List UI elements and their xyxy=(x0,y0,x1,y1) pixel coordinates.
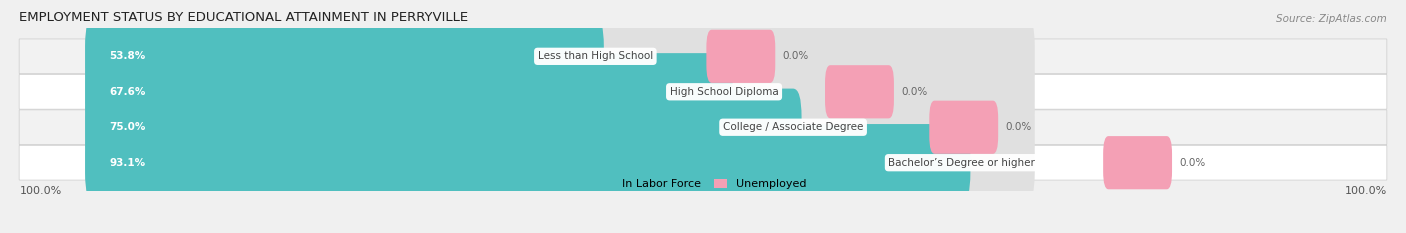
Text: Source: ZipAtlas.com: Source: ZipAtlas.com xyxy=(1275,14,1386,24)
Text: 100.0%: 100.0% xyxy=(20,186,62,196)
Text: 100.0%: 100.0% xyxy=(1344,186,1386,196)
FancyBboxPatch shape xyxy=(20,145,1386,180)
FancyBboxPatch shape xyxy=(825,65,894,118)
Text: 75.0%: 75.0% xyxy=(110,122,146,132)
FancyBboxPatch shape xyxy=(86,89,801,166)
Text: EMPLOYMENT STATUS BY EDUCATIONAL ATTAINMENT IN PERRYVILLE: EMPLOYMENT STATUS BY EDUCATIONAL ATTAINM… xyxy=(20,11,468,24)
FancyBboxPatch shape xyxy=(86,53,1035,130)
FancyBboxPatch shape xyxy=(86,53,733,130)
Text: 0.0%: 0.0% xyxy=(1005,122,1032,132)
FancyBboxPatch shape xyxy=(86,18,603,95)
FancyBboxPatch shape xyxy=(706,30,775,83)
FancyBboxPatch shape xyxy=(1104,136,1173,189)
FancyBboxPatch shape xyxy=(86,89,1035,166)
FancyBboxPatch shape xyxy=(20,39,1386,74)
Text: 67.6%: 67.6% xyxy=(110,87,146,97)
Text: 0.0%: 0.0% xyxy=(901,87,928,97)
Text: 0.0%: 0.0% xyxy=(783,51,808,61)
Text: College / Associate Degree: College / Associate Degree xyxy=(723,122,863,132)
Text: 0.0%: 0.0% xyxy=(1180,158,1206,168)
Text: 53.8%: 53.8% xyxy=(110,51,146,61)
Legend: In Labor Force, Unemployed: In Labor Force, Unemployed xyxy=(595,174,811,194)
FancyBboxPatch shape xyxy=(86,124,1035,201)
FancyBboxPatch shape xyxy=(86,18,1035,95)
Text: 93.1%: 93.1% xyxy=(110,158,146,168)
FancyBboxPatch shape xyxy=(86,124,970,201)
Text: Less than High School: Less than High School xyxy=(537,51,652,61)
FancyBboxPatch shape xyxy=(929,101,998,154)
FancyBboxPatch shape xyxy=(20,110,1386,145)
FancyBboxPatch shape xyxy=(20,74,1386,109)
Text: High School Diploma: High School Diploma xyxy=(669,87,779,97)
Text: Bachelor’s Degree or higher: Bachelor’s Degree or higher xyxy=(889,158,1035,168)
